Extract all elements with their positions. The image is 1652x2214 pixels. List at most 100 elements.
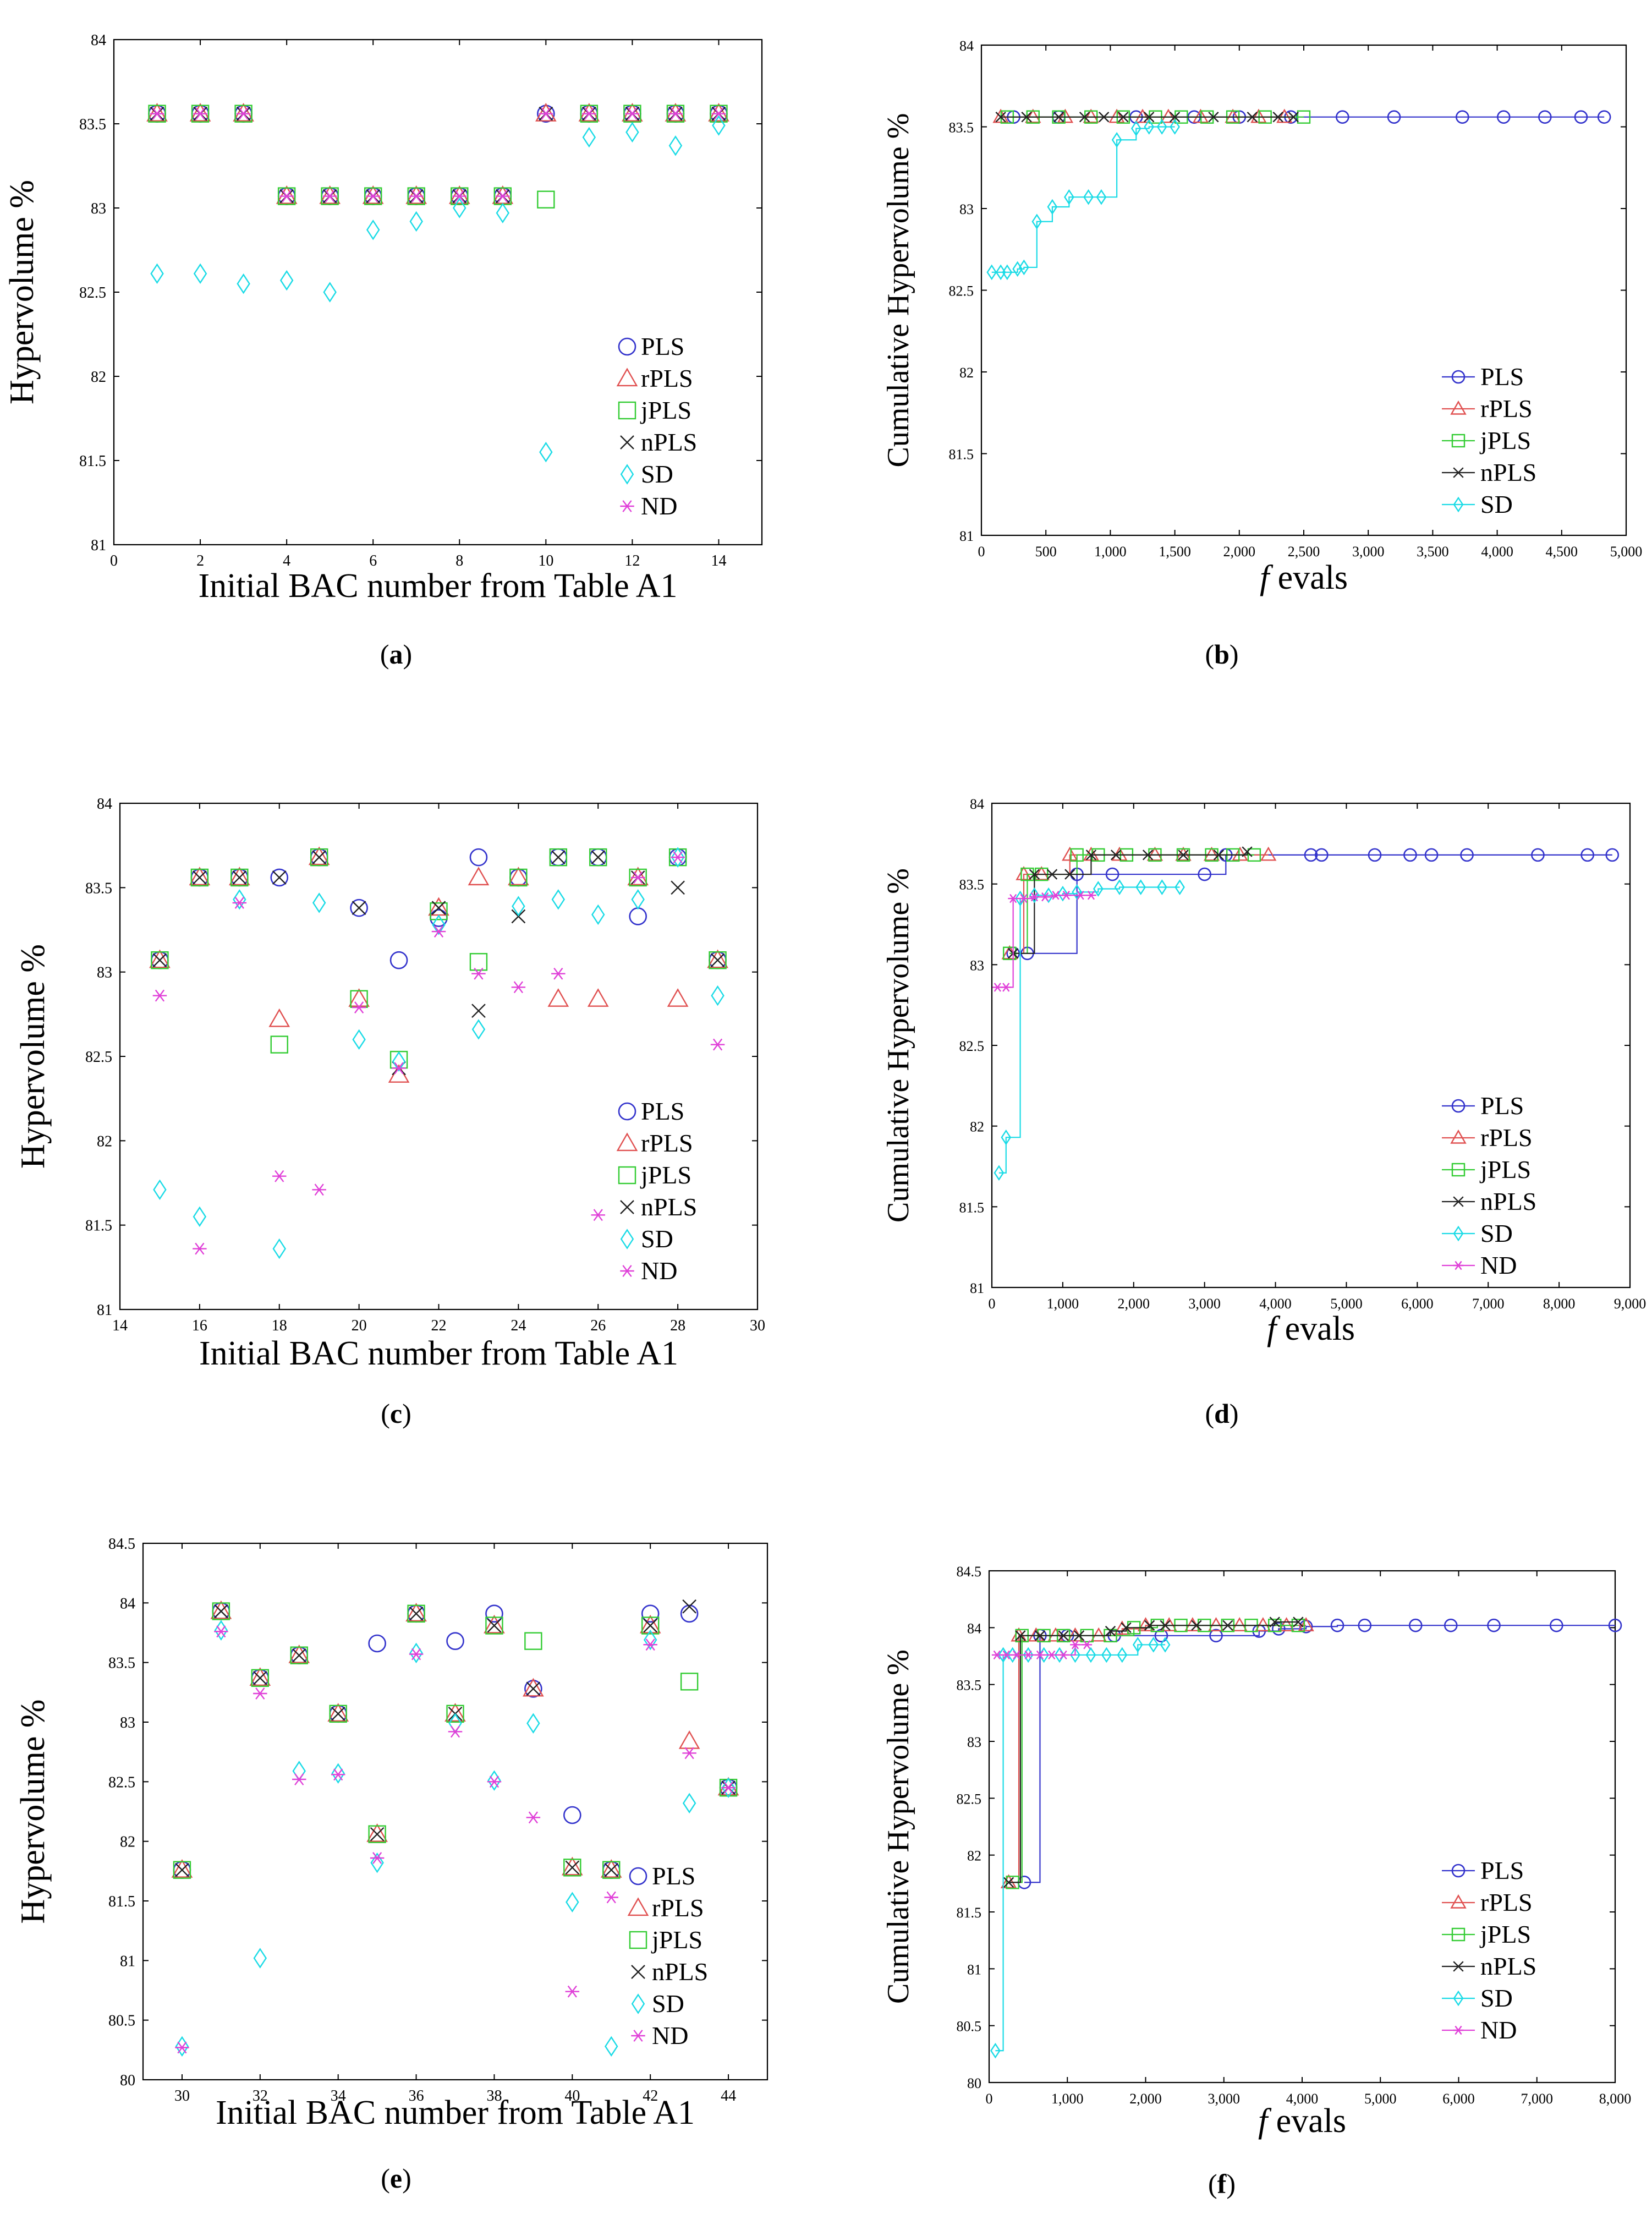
point-SD (366, 220, 380, 240)
x-tick-label: 3,000 (1352, 544, 1385, 560)
point-nPLS (1169, 112, 1181, 123)
point-rPLS (233, 102, 254, 122)
point-ND (604, 1891, 618, 1904)
point-ND (1035, 1650, 1045, 1660)
legend-marker-ND (620, 1265, 634, 1277)
point-jPLS (191, 105, 210, 123)
x-tick-label: 42 (643, 2087, 658, 2105)
x-tick-label: 3,500 (1417, 544, 1449, 560)
y-tick-label: 82.5 (949, 283, 974, 299)
point-nPLS (1269, 1616, 1280, 1627)
point-jPLS (709, 951, 727, 969)
legend-label-PLS: PLS (1480, 1092, 1524, 1120)
y-tick-label: 80 (120, 2072, 135, 2089)
y-axis-label: Hypervolume % (14, 944, 52, 1169)
point-ND (152, 989, 167, 1002)
point-rPLS (1203, 846, 1220, 861)
point-jPLS (710, 105, 728, 123)
y-tick-label: 83.5 (85, 880, 112, 897)
point-ND (392, 1062, 406, 1075)
x-tick-label: 5,000 (1330, 1296, 1363, 1312)
series-nPLS (1008, 846, 1253, 959)
point-nPLS (604, 1862, 619, 1877)
point-rPLS (667, 988, 689, 1007)
y-tick-label: 81.5 (949, 447, 974, 463)
point-SD (432, 914, 446, 935)
point-jPLS (563, 1859, 581, 1877)
point-rPLS (288, 1644, 310, 1663)
point-ND (591, 1209, 605, 1221)
point-PLS (368, 1634, 386, 1653)
point-SD (1148, 1637, 1159, 1653)
panel-d: 0 1,000 2,000 3,000 4,000 5,000 6,000 7,000 8,00… (826, 737, 1652, 1475)
point-PLS (1487, 1618, 1501, 1632)
point-PLS (563, 1806, 581, 1824)
point-ND (253, 1687, 267, 1700)
legend-marker-rPLS (1450, 400, 1467, 415)
point-nPLS (1178, 850, 1189, 861)
legend-label-SD: SD (652, 1990, 684, 2018)
point-ND (551, 967, 566, 980)
point-rPLS (1047, 1627, 1064, 1642)
legend-label-SD: SD (1480, 490, 1513, 518)
point-SD (643, 1629, 657, 1651)
point-SD (1093, 881, 1104, 897)
legend-label-SD: SD (641, 1225, 673, 1253)
point-PLS (1315, 848, 1329, 862)
y-tick-label: 81.5 (108, 1893, 135, 1910)
point-rPLS (149, 949, 171, 968)
point-SD (1047, 199, 1058, 215)
panel-e: 30 32 34 36 38 40 42 44 80 80.5 81 81.5 82 82.5 83 83.5… (0, 1475, 826, 2214)
point-SD (551, 889, 566, 910)
point-jPLS (251, 1669, 270, 1687)
point-jPLS (148, 105, 166, 123)
point-SD (1101, 1647, 1112, 1663)
point-PLS (1608, 1618, 1622, 1632)
legend-marker-SD (620, 464, 634, 485)
point-ND (236, 107, 251, 120)
point-ND (452, 190, 467, 202)
point-SD (1114, 879, 1125, 895)
y-tick-label: 83 (91, 200, 106, 217)
point-nPLS (1208, 112, 1219, 123)
point-rPLS (707, 949, 728, 968)
legend-marker-SD (1453, 1225, 1464, 1242)
y-tick-label: 83.5 (959, 877, 985, 893)
point-jPLS (310, 848, 328, 867)
point-ND (193, 107, 207, 120)
point-SD (711, 985, 725, 1006)
y-tick-label: 84 (959, 38, 974, 54)
point-nPLS (551, 850, 566, 864)
point-PLS (1198, 867, 1211, 881)
point-ND (630, 872, 645, 884)
point-nPLS (1242, 846, 1253, 857)
point-rPLS (1232, 846, 1248, 861)
point-PLS (1299, 1619, 1313, 1634)
series-PLS-line (1024, 1625, 1615, 1883)
point-rPLS (1160, 108, 1177, 123)
point-PLS (469, 848, 488, 867)
point-nPLS (1191, 1620, 1202, 1631)
point-ND (279, 190, 294, 202)
point-rPLS (319, 185, 341, 204)
legend-marker-PLS (1451, 370, 1466, 384)
y-tick-label: 81.5 (957, 1905, 982, 1921)
point-nPLS (1085, 850, 1097, 861)
legend-marker-nPLS (620, 435, 634, 450)
point-ND (539, 107, 553, 120)
x-tick-label: 2,500 (1288, 544, 1320, 560)
point-nPLS (312, 850, 327, 864)
point-rPLS (1231, 1617, 1248, 1631)
y-tick-label: 81 (120, 1953, 135, 1970)
x-axis-label: Initial BAC number from Table A1 (199, 567, 678, 605)
point-jPLS (430, 902, 448, 920)
point-PLS (1605, 848, 1620, 862)
point-jPLS (549, 848, 568, 867)
point-ND (370, 1852, 385, 1864)
point-SD (1111, 131, 1122, 148)
point-ND (312, 1183, 326, 1196)
caption-d: (d) (1205, 1398, 1239, 1429)
legend-marker-jPLS (618, 401, 636, 420)
x-tick-label: 44 (721, 2087, 736, 2105)
point-nPLS (214, 1604, 228, 1619)
